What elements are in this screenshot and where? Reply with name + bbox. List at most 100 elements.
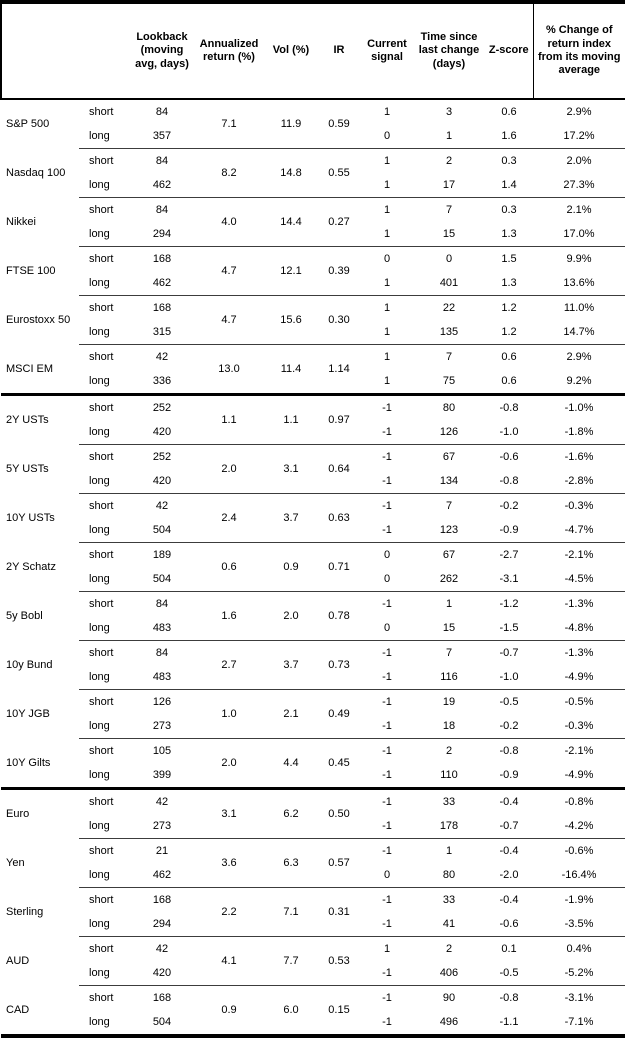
pct-change-value: -4.9% [533, 665, 625, 690]
current-signal-value: 0 [361, 863, 413, 888]
horizon-label: short [79, 197, 131, 222]
asset-name: AUD [1, 936, 79, 986]
ir-value: 0.59 [317, 98, 361, 149]
z-score-value: -0.9 [485, 518, 533, 543]
pct-change-value: -2.1% [533, 738, 625, 763]
horizon-label: short [79, 493, 131, 518]
table-row: long 462 1 17 1.4 27.3% [1, 173, 625, 198]
vol-value: 4.4 [265, 738, 317, 789]
lookback-value: 294 [131, 912, 193, 937]
lookback-value: 168 [131, 887, 193, 912]
z-score-value: -0.7 [485, 814, 533, 839]
time-since-change-value: 496 [413, 1010, 485, 1036]
horizon-label: short [79, 787, 131, 814]
pct-change-value: -5.2% [533, 961, 625, 986]
pct-change-value: 2.9% [533, 98, 625, 124]
table-row: MSCI EM short 42 13.0 11.4 1.14 1 7 0.6 2.9% [1, 344, 625, 395]
horizon-label: short [79, 689, 131, 714]
horizon-label: long [79, 567, 131, 592]
asset-name: 10Y Gilts [1, 738, 79, 789]
horizon-label: long [79, 665, 131, 690]
vol-value: 0.9 [265, 542, 317, 592]
horizon-label: long [79, 369, 131, 395]
annualized-return-value: 13.0 [193, 344, 265, 395]
pct-change-value: -1.8% [533, 420, 625, 445]
lookback-value: 168 [131, 246, 193, 271]
pct-change-value: -1.3% [533, 640, 625, 665]
table-row: FTSE 100 short 168 4.7 12.1 0.39 0 0 1.5 9.9% [1, 246, 625, 296]
time-since-change-value: 116 [413, 665, 485, 690]
lookback-value: 315 [131, 320, 193, 345]
vol-value: 14.4 [265, 197, 317, 247]
horizon-label: short [79, 344, 131, 369]
annualized-return-value: 1.1 [193, 393, 265, 445]
time-since-change-value: 1 [413, 591, 485, 616]
annualized-return-value: 8.2 [193, 148, 265, 198]
table-row: long 420 -1 406 -0.5 -5.2% [1, 961, 625, 986]
vol-value: 3.1 [265, 444, 317, 494]
time-since-change-value: 2 [413, 148, 485, 173]
horizon-label: short [79, 738, 131, 763]
time-since-change-value: 67 [413, 444, 485, 469]
table-row: Sterling short 168 2.2 7.1 0.31 -1 33 -0.4 -1.9% [1, 887, 625, 937]
time-since-change-value: 80 [413, 863, 485, 888]
table-row: AUD short 42 4.1 7.7 0.53 1 2 0.1 0.4% [1, 936, 625, 986]
ir-value: 0.30 [317, 295, 361, 345]
lookback-value: 84 [131, 148, 193, 173]
current-signal-value: -1 [361, 714, 413, 739]
vol-value: 1.1 [265, 393, 317, 445]
z-score-value: -0.4 [485, 787, 533, 814]
lookback-value: 42 [131, 493, 193, 518]
time-since-change-value: 406 [413, 961, 485, 986]
table-row: long 294 1 15 1.3 17.0% [1, 222, 625, 247]
pct-change-value: -0.5% [533, 689, 625, 714]
z-score-value: -0.2 [485, 714, 533, 739]
table-row: long 336 1 75 0.6 9.2% [1, 369, 625, 395]
ir-value: 0.55 [317, 148, 361, 198]
asset-name: S&P 500 [1, 99, 79, 149]
z-score-value: -0.2 [485, 493, 533, 518]
header-annualized-return: Annualized return (%) [193, 2, 265, 100]
time-since-change-value: 33 [413, 887, 485, 912]
vol-value: 7.7 [265, 936, 317, 986]
asset-name: Nasdaq 100 [1, 148, 79, 198]
table-row: 2Y USTs short 252 1.1 1.1 0.97 -1 80 -0.8 -1.0% [1, 393, 625, 445]
current-signal-value: 1 [361, 295, 413, 320]
pct-change-value: 2.0% [533, 148, 625, 173]
pct-change-value: -0.3% [533, 714, 625, 739]
ir-value: 0.57 [317, 838, 361, 888]
time-since-change-value: 33 [413, 787, 485, 814]
lookback-value: 168 [131, 985, 193, 1010]
pct-change-value: -1.0% [533, 393, 625, 420]
time-since-change-value: 67 [413, 542, 485, 567]
current-signal-value: -1 [361, 640, 413, 665]
time-since-change-value: 262 [413, 567, 485, 592]
z-score-value: -0.4 [485, 887, 533, 912]
ir-value: 0.63 [317, 493, 361, 543]
z-score-value: -0.5 [485, 689, 533, 714]
ir-value: 0.27 [317, 197, 361, 247]
horizon-label: long [79, 420, 131, 445]
z-score-value: 1.5 [485, 246, 533, 271]
time-since-change-value: 22 [413, 295, 485, 320]
lookback-value: 336 [131, 369, 193, 395]
annualized-return-value: 0.6 [193, 542, 265, 592]
time-since-change-value: 123 [413, 518, 485, 543]
lookback-value: 420 [131, 420, 193, 445]
annualized-return-value: 2.2 [193, 887, 265, 937]
time-since-change-value: 19 [413, 689, 485, 714]
z-score-value: -2.7 [485, 542, 533, 567]
lookback-value: 483 [131, 665, 193, 690]
vol-value: 14.8 [265, 148, 317, 198]
table-row: CAD short 168 0.9 6.0 0.15 -1 90 -0.8 -3.1% [1, 985, 625, 1036]
table-row: long 483 -1 116 -1.0 -4.9% [1, 665, 625, 690]
annualized-return-value: 3.1 [193, 787, 265, 839]
annualized-return-value: 1.6 [193, 591, 265, 641]
table-row: long 273 -1 178 -0.7 -4.2% [1, 814, 625, 839]
horizon-label: long [79, 912, 131, 937]
lookback-value: 294 [131, 222, 193, 247]
lookback-value: 84 [131, 640, 193, 665]
pct-change-value: 2.1% [533, 197, 625, 222]
lookback-value: 504 [131, 567, 193, 592]
current-signal-value: 1 [361, 173, 413, 198]
